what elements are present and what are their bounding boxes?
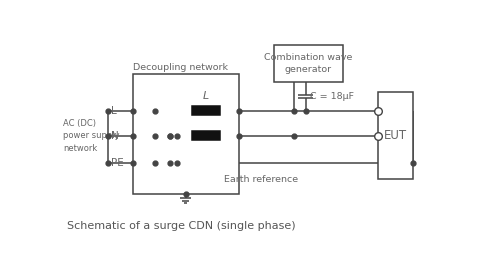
Text: Decoupling network: Decoupling network [132, 63, 228, 72]
Text: L: L [111, 106, 117, 116]
Text: Combination wave
generator: Combination wave generator [264, 53, 352, 74]
Text: L: L [203, 91, 209, 101]
Bar [378, 92, 413, 179]
Text: EUT: EUT [384, 129, 408, 142]
Bar [192, 107, 220, 115]
Text: AC (DC)
power supply
network: AC (DC) power supply network [63, 119, 120, 153]
Text: Earth reference: Earth reference [224, 175, 298, 184]
Text: Schematic of a surge CDN (single phase): Schematic of a surge CDN (single phase) [67, 221, 296, 231]
Bar [274, 45, 343, 82]
Text: PE: PE [111, 158, 124, 168]
Bar [132, 74, 239, 194]
Text: C = 18μF: C = 18μF [310, 92, 354, 101]
Text: N: N [111, 131, 119, 141]
Bar [192, 131, 220, 140]
